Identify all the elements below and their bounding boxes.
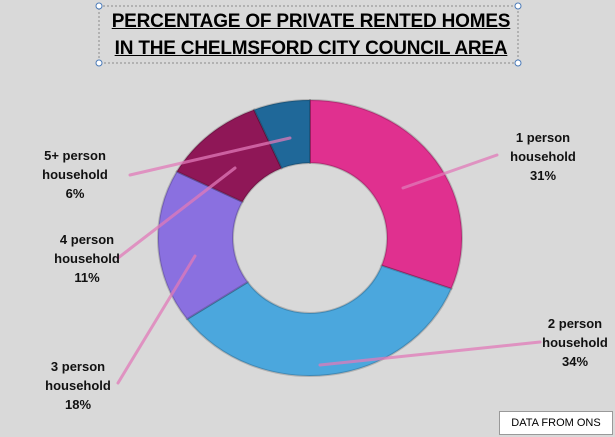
donut-slice	[252, 98, 311, 170]
donut-slice	[309, 98, 463, 291]
category-label: 1 person household	[510, 130, 576, 164]
category-label: 2 person household	[542, 316, 608, 350]
handle	[514, 59, 522, 67]
donut-slice	[185, 264, 453, 377]
data-label: 3 person household 18%	[30, 357, 126, 414]
value-label: 31%	[529, 168, 557, 183]
value-label: 11%	[74, 270, 100, 285]
handle	[95, 59, 103, 67]
data-label: 1 person household 31%	[495, 128, 591, 185]
data-label: 5+ person household 6%	[27, 146, 123, 203]
value-label: 18%	[64, 397, 92, 412]
leader-line	[401, 153, 499, 190]
value-label: 34%	[561, 354, 589, 369]
category-label: 5+ person household	[42, 148, 108, 182]
category-label: 4 person household	[54, 232, 120, 266]
handle	[514, 2, 522, 10]
handle	[95, 2, 103, 10]
annotation: DATA FROM ONS	[499, 411, 613, 435]
selection-frame	[98, 5, 519, 64]
donut-slice	[175, 108, 284, 204]
leader-line	[128, 136, 292, 177]
category-label: 3 person household	[45, 359, 111, 393]
chart-title: PERCENTAGE OF PRIVATE RENTED HOMES IN TH…	[111, 11, 511, 59]
leader-line	[116, 254, 197, 385]
leader-line	[116, 166, 237, 260]
value-label: 6%	[65, 186, 85, 201]
data-label: 4 person household 11%	[39, 230, 135, 287]
data-label: 2 person household 34%	[527, 314, 615, 371]
leader-line	[318, 340, 542, 367]
